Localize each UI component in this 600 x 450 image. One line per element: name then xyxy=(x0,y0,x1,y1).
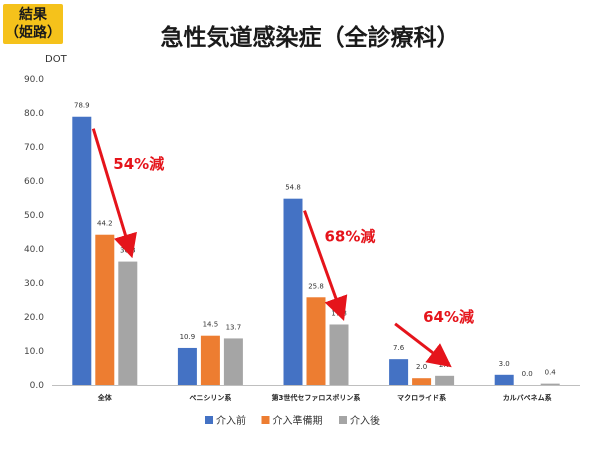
legend-entry: 介入前 xyxy=(216,414,246,427)
legend-swatch xyxy=(205,416,213,424)
data-label: 44.2 xyxy=(97,220,113,228)
result-badge: 結果 （姫路） xyxy=(3,4,63,44)
reduction-arrow xyxy=(303,210,348,321)
bar xyxy=(412,378,432,385)
legend-entry: 介入準備期 xyxy=(273,414,323,427)
y-tick-label: 60.0 xyxy=(24,177,44,187)
x-category-label: 第3世代セファロスポリン系 xyxy=(272,393,361,402)
bar xyxy=(72,116,92,386)
chart-title: 急性気道感染症（全診療科） xyxy=(160,25,460,51)
bar xyxy=(283,198,303,385)
data-label: 54.8 xyxy=(285,184,301,192)
data-label: 10.9 xyxy=(180,333,196,341)
data-label: 13.7 xyxy=(226,323,242,331)
bar xyxy=(435,375,455,385)
reduction-arrow xyxy=(91,128,137,259)
badge-line1: 結果 xyxy=(19,7,47,23)
data-label: 78.9 xyxy=(74,102,90,110)
reduction-annotation: 68%減 xyxy=(325,228,376,246)
bar xyxy=(177,347,197,385)
data-label: 7.6 xyxy=(393,344,405,352)
bar xyxy=(223,338,243,385)
bar xyxy=(389,359,409,385)
y-tick-label: 70.0 xyxy=(24,143,44,153)
bar xyxy=(200,335,220,385)
legend-entry: 介入後 xyxy=(350,414,380,427)
x-category-label: ペニシリン系 xyxy=(189,393,231,402)
y-tick-label: 0.0 xyxy=(30,381,45,391)
legend-swatch xyxy=(339,416,347,424)
reduction-annotation: 54%減 xyxy=(113,155,164,173)
y-tick-label: 40.0 xyxy=(24,245,44,255)
badge-line2: （姫路） xyxy=(5,25,61,41)
x-category-label: マクロライド系 xyxy=(397,393,446,402)
legend-swatch xyxy=(261,416,270,424)
data-label: 2.7 xyxy=(439,361,450,369)
reduction-arrow xyxy=(394,322,452,368)
data-label: 2.0 xyxy=(416,363,427,371)
y-tick-label: 20.0 xyxy=(24,313,44,323)
x-category-label: カルバペネム系 xyxy=(503,393,552,402)
x-category-label: 全体 xyxy=(97,393,113,402)
bar xyxy=(306,297,326,385)
y-tick-label: 30.0 xyxy=(24,279,44,289)
data-label: 0.4 xyxy=(545,369,557,377)
y-axis-label: DOT xyxy=(45,54,68,65)
y-tick-label: 50.0 xyxy=(24,211,44,221)
bar xyxy=(329,324,349,385)
y-tick-label: 10.0 xyxy=(24,347,44,357)
bar xyxy=(95,234,115,385)
reduction-annotation: 64%減 xyxy=(423,308,474,326)
data-label: 25.8 xyxy=(308,282,324,290)
y-tick-label: 90.0 xyxy=(24,75,44,85)
bar xyxy=(494,374,514,385)
bar xyxy=(540,383,560,385)
data-label: 14.5 xyxy=(203,321,219,329)
data-label: 3.0 xyxy=(499,360,510,368)
data-label: 0.0 xyxy=(522,370,533,378)
y-tick-label: 80.0 xyxy=(24,109,44,119)
bar xyxy=(118,261,138,385)
